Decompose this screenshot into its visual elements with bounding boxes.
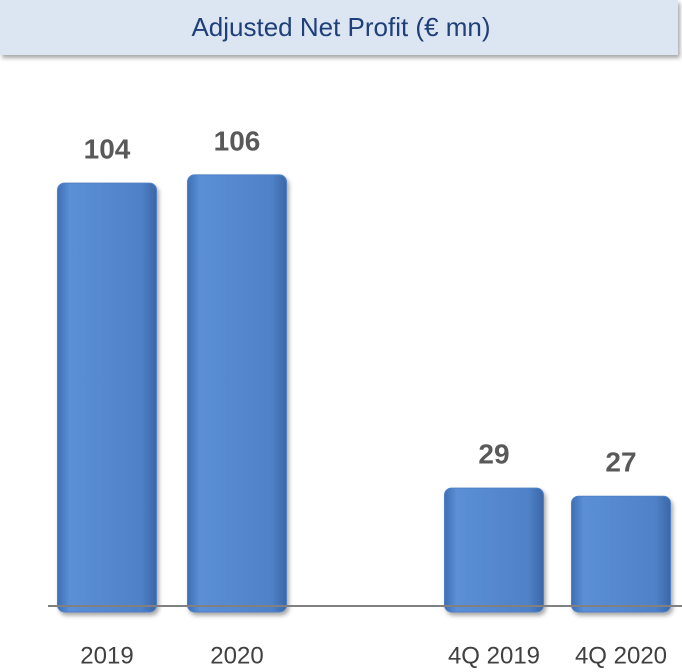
value-label: 27 xyxy=(605,447,636,478)
title-band xyxy=(0,0,678,55)
chart-title: Adjusted Net Profit (€ mn) xyxy=(191,12,490,42)
plot xyxy=(57,174,671,613)
bar xyxy=(444,487,544,613)
bar xyxy=(571,495,671,613)
value-label: 29 xyxy=(478,438,509,469)
value-label: 106 xyxy=(214,125,261,156)
bar xyxy=(187,174,287,613)
x-tick-label: 2020 xyxy=(210,642,263,669)
value-label: 104 xyxy=(84,133,131,164)
bar xyxy=(57,182,157,613)
x-tick-label: 2019 xyxy=(80,642,133,669)
x-tick-label: 4Q 2020 xyxy=(575,642,667,669)
x-tick-label: 4Q 2019 xyxy=(448,642,540,669)
